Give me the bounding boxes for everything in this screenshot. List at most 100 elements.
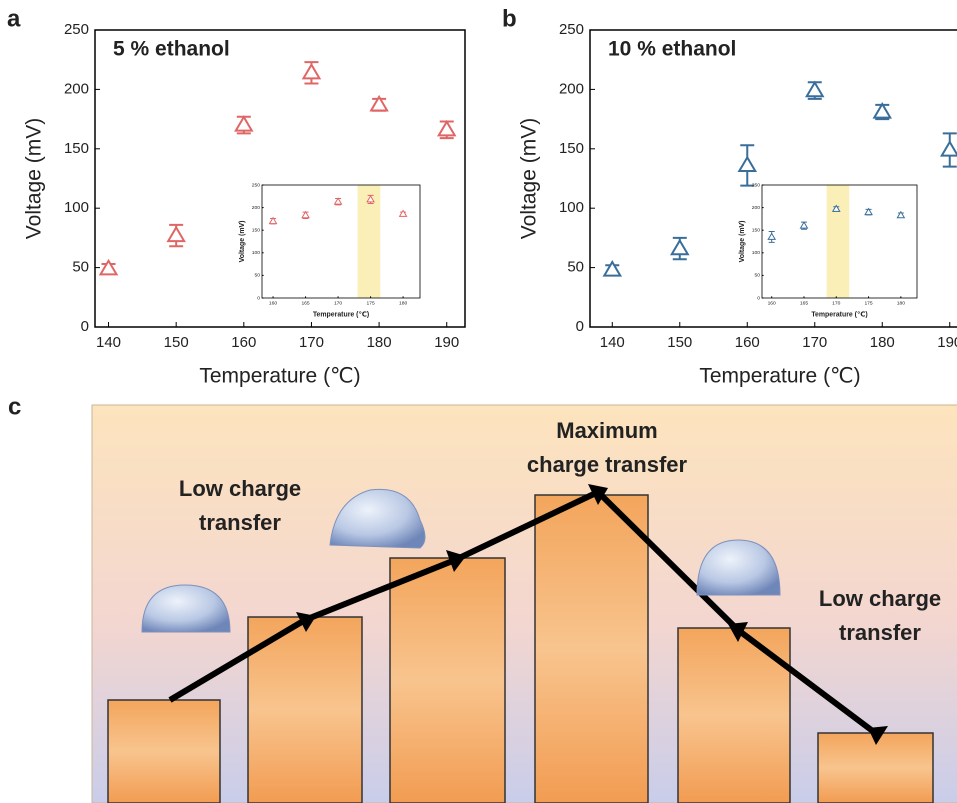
x-axis-label: Temperature (℃) [199, 365, 360, 388]
diagram-bar [247, 616, 363, 803]
y-tick-label: 50 [755, 273, 761, 279]
marker [805, 80, 825, 98]
y-tick-label: 50 [72, 259, 89, 276]
x-axis-label: Temperature (℃) [811, 311, 867, 318]
arrow-head [446, 550, 466, 572]
x-tick-label: 150 [667, 334, 692, 351]
x-tick-label: 190 [434, 334, 459, 351]
marker [369, 94, 389, 112]
trend-line [168, 488, 880, 738]
diagram-label: charge transfer [527, 452, 688, 477]
diagram-label: transfer [199, 510, 281, 535]
y-tick-label: 100 [252, 250, 260, 256]
axes-frame [94, 29, 466, 328]
arrow-head [728, 622, 748, 642]
panel-label: c [8, 393, 21, 420]
x-tick-label: 190 [937, 334, 957, 351]
marker [940, 140, 957, 157]
x-tick-label: 180 [870, 334, 895, 351]
y-tick-label: 250 [752, 182, 760, 188]
x-tick-label: 180 [897, 301, 905, 307]
y-tick-label: 200 [752, 205, 760, 211]
droplet [141, 584, 231, 633]
marker [98, 258, 119, 276]
diagram-label: Low charge [819, 586, 941, 611]
diagram-label: transfer [839, 620, 921, 645]
y-tick-label: 150 [252, 228, 260, 234]
marker [831, 204, 841, 212]
x-tick-label: 170 [832, 301, 840, 307]
x-tick-label: 140 [96, 334, 121, 351]
marker [366, 194, 375, 203]
y-tick-label: 200 [252, 205, 260, 211]
panel-label: b [502, 5, 517, 32]
arrow-head [868, 726, 888, 745]
y-tick-label: 0 [257, 295, 260, 301]
droplets [141, 488, 781, 633]
x-tick-label: 165 [800, 301, 808, 307]
x-tick-label: 160 [768, 301, 776, 307]
highlight-band [826, 185, 850, 298]
y-axis-label: Voltage (mV) [739, 221, 746, 263]
marker [767, 232, 777, 240]
x-tick-label: 165 [301, 301, 309, 307]
x-tick-label: 180 [367, 334, 392, 351]
axes-frame [761, 184, 918, 299]
axes-frame [589, 29, 957, 328]
droplet [696, 539, 781, 596]
marker [166, 225, 186, 243]
axes-frame [261, 184, 421, 299]
chart-panel: 0 50 100 150 200 250 140 150 160 170 180 190 Tempera… [502, 5, 957, 388]
x-tick-label: 180 [399, 301, 407, 307]
marker [737, 155, 758, 173]
y-tick-label: 250 [559, 21, 584, 38]
diagram-label: Maximum [556, 418, 657, 443]
diagram-label: Low charge [179, 476, 301, 501]
y-tick-label: 100 [64, 199, 89, 216]
plot-area [262, 185, 420, 298]
x-tick-label: 160 [231, 334, 256, 351]
y-tick-label: 250 [252, 182, 260, 188]
marker [864, 207, 873, 216]
x-tick-label: 160 [269, 301, 277, 307]
marker [670, 238, 690, 256]
panel-label: a [7, 5, 21, 32]
marker [268, 216, 278, 225]
marker [301, 210, 310, 219]
marker [872, 101, 893, 119]
y-tick-label: 200 [559, 80, 584, 97]
marker [301, 62, 322, 80]
y-tick-label: 150 [752, 228, 760, 234]
y-tick-label: 0 [757, 295, 760, 301]
y-tick-label: 250 [64, 21, 89, 38]
y-tick-label: 0 [576, 318, 584, 335]
y-axis-label: Voltage (mV) [239, 221, 246, 263]
x-tick-label: 160 [735, 334, 760, 351]
marker [398, 209, 408, 217]
diagram-bar [534, 494, 649, 803]
x-tick-label: 170 [802, 334, 827, 351]
diagram-bars [107, 494, 934, 803]
marker [436, 119, 457, 137]
x-tick-label: 170 [334, 301, 342, 307]
x-axis-label: Temperature (℃) [313, 311, 369, 318]
y-tick-label: 50 [255, 273, 261, 279]
x-tick-label: 140 [600, 334, 625, 351]
diagram-bar [817, 732, 934, 803]
y-tick-label: 150 [559, 140, 584, 157]
marker [333, 197, 343, 205]
arrow-head [588, 484, 608, 505]
chart-panel: 0 50 100 150 200 250 140 150 160 170 180 190 Tempera… [7, 5, 466, 388]
diagram-background [91, 404, 957, 803]
marker [234, 115, 254, 132]
arrow-head [296, 612, 316, 632]
droplet [329, 488, 426, 549]
y-tick-label: 150 [64, 140, 89, 157]
chart-title: 10 % ethanol [608, 38, 736, 61]
y-axis-label: Voltage (mV) [23, 118, 46, 239]
highlight-band [357, 185, 381, 298]
x-tick-label: 175 [366, 301, 374, 307]
diagram-panel [91, 404, 957, 803]
